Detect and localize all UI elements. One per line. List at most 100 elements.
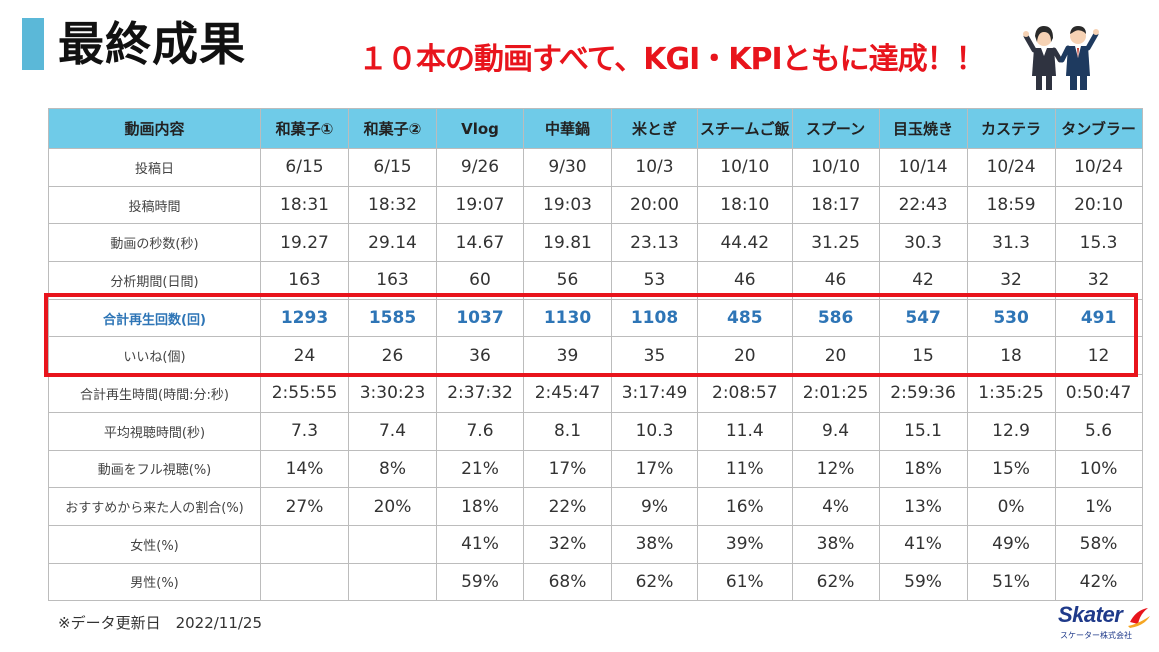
table-row: いいね(個) 24 26 36 39 35 20 20 15 18 12 [48, 336, 1143, 376]
table-cell: 18:10 [697, 185, 793, 225]
table-cell: 32 [1054, 261, 1143, 300]
table-row: おすすめから来た人の割合(%) 27% 20% 18% 22% 9% 16% 4% 13% 0% 1… [48, 487, 1143, 526]
table-cell: 42 [878, 261, 968, 300]
table-cell: 36 [436, 336, 524, 376]
table-cell: 10/10 [697, 148, 793, 187]
table-row: 投稿時間 18:31 18:32 19:07 19:03 20:00 18:10 18:17 2… [48, 185, 1143, 225]
table-cell: 29.14 [348, 223, 437, 263]
table-cell: 3:17:49 [611, 374, 698, 413]
table-cell: 21% [436, 449, 524, 489]
row-label: 男性(%) [48, 562, 261, 602]
column-header-video: タンブラー [1054, 108, 1143, 149]
table-cell: 7.3 [260, 411, 349, 451]
logo-company-name: スケーター株式会社 [1060, 631, 1132, 640]
table-cell: 11% [697, 449, 793, 489]
table-cell: 38% [611, 524, 698, 564]
table-cell: 39% [697, 524, 793, 564]
table-cell: 24 [260, 336, 349, 376]
celebrating-people-icon [1023, 26, 1099, 90]
table-cell: 14% [260, 449, 349, 489]
table-cell: 13% [878, 487, 968, 526]
table-cell: 491 [1054, 298, 1143, 338]
results-table: 動画内容 和菓子① 和菓子② Vlog 中華鍋 米とぎ スチームご飯 スプーン 目玉焼き カステラ… [48, 108, 1143, 602]
column-header-video: 目玉焼き [878, 108, 968, 149]
column-header-video: 和菓子② [348, 108, 437, 149]
table-cell: 31.3 [966, 223, 1056, 263]
column-header-video: スチームご飯 [697, 108, 793, 149]
table-cell: 59% [878, 562, 968, 602]
table-cell: 17% [611, 449, 698, 489]
table-cell: 7.4 [348, 411, 437, 451]
table-cell: 19.81 [523, 223, 612, 263]
table-cell: 18:31 [260, 185, 349, 225]
headline: １０本の動画すべて、KGI・KPIともに達成！！ [358, 42, 986, 77]
table-cell: 586 [791, 298, 880, 338]
table-cell: 12% [791, 449, 880, 489]
table-cell: 1037 [436, 298, 524, 338]
table-cell: 9% [611, 487, 698, 526]
table-cell: 7.6 [436, 411, 524, 451]
table-cell [348, 562, 437, 602]
table-row: 動画をフル視聴(%) 14% 8% 21% 17% 17% 11% 12% 18% 15% 10% [48, 449, 1143, 489]
row-label: 合計再生回数(回) [48, 298, 261, 338]
row-label: 合計再生時間(時間:分:秒) [48, 374, 261, 413]
table-cell: 1% [1054, 487, 1143, 526]
table-cell: 10/10 [791, 148, 880, 187]
table-cell: 6/15 [348, 148, 437, 187]
skater-logo-mark-icon [1128, 608, 1150, 628]
table-row: 女性(%) 41% 32% 38% 39% 38% 41% 49% 58% [48, 524, 1143, 564]
table-cell: 58% [1054, 524, 1143, 564]
table-cell: 20:00 [611, 185, 698, 225]
table-cell: 16% [697, 487, 793, 526]
table-cell: 1293 [260, 298, 349, 338]
table-cell: 10/24 [1054, 148, 1143, 187]
table-cell: 18:32 [348, 185, 437, 225]
table-cell: 30.3 [878, 223, 968, 263]
table-cell: 62% [791, 562, 880, 602]
table-cell: 31.25 [791, 223, 880, 263]
table-cell: 32 [966, 261, 1056, 300]
table-cell: 15.3 [1054, 223, 1143, 263]
table-cell: 10/3 [611, 148, 698, 187]
table-cell: 4% [791, 487, 880, 526]
row-label: おすすめから来た人の割合(%) [48, 487, 261, 526]
table-header-row: 動画内容 和菓子① 和菓子② Vlog 中華鍋 米とぎ スチームご飯 スプーン 目玉焼き カステラ… [48, 108, 1143, 149]
table-cell: 22% [523, 487, 612, 526]
table-cell: 547 [878, 298, 968, 338]
skater-logo: Skater スケーター株式会社 [1058, 602, 1154, 648]
table-cell: 18:17 [791, 185, 880, 225]
table-cell: 5.6 [1054, 411, 1143, 451]
table-cell [260, 562, 349, 602]
row-label: 平均視聴時間(秒) [48, 411, 261, 451]
table-cell: 22:43 [878, 185, 968, 225]
table-cell: 15 [878, 336, 968, 376]
column-header-video: 和菓子① [260, 108, 349, 149]
table-cell: 32% [523, 524, 612, 564]
table-cell: 163 [260, 261, 349, 300]
column-header-video: 中華鍋 [523, 108, 612, 149]
table-row: 平均視聴時間(秒) 7.3 7.4 7.6 8.1 10.3 11.4 9.4 15.1 12.9… [48, 411, 1143, 451]
column-header-video: スプーン [791, 108, 880, 149]
column-header-video: Vlog [436, 108, 524, 149]
table-cell: 9/30 [523, 148, 612, 187]
table-cell: 46 [697, 261, 793, 300]
table-cell: 12.9 [966, 411, 1056, 451]
table-cell: 44.42 [697, 223, 793, 263]
table-cell [260, 524, 349, 564]
table-cell: 20:10 [1054, 185, 1143, 225]
table-cell: 8.1 [523, 411, 612, 451]
table-cell: 0% [966, 487, 1056, 526]
column-header-video: カステラ [966, 108, 1056, 149]
table-cell: 2:01:25 [791, 374, 880, 413]
table-cell: 2:45:47 [523, 374, 612, 413]
table-row: 分析期間(日間) 163 163 60 56 53 46 46 42 32 32 [48, 261, 1143, 300]
table-cell: 10.3 [611, 411, 698, 451]
table-cell: 11.4 [697, 411, 793, 451]
table-cell: 53 [611, 261, 698, 300]
row-label: 動画をフル視聴(%) [48, 449, 261, 489]
table-cell: 10/24 [966, 148, 1056, 187]
table-cell: 2:08:57 [697, 374, 793, 413]
table-cell: 10% [1054, 449, 1143, 489]
table-cell: 15% [966, 449, 1056, 489]
page-title: 最終成果 [58, 17, 246, 71]
